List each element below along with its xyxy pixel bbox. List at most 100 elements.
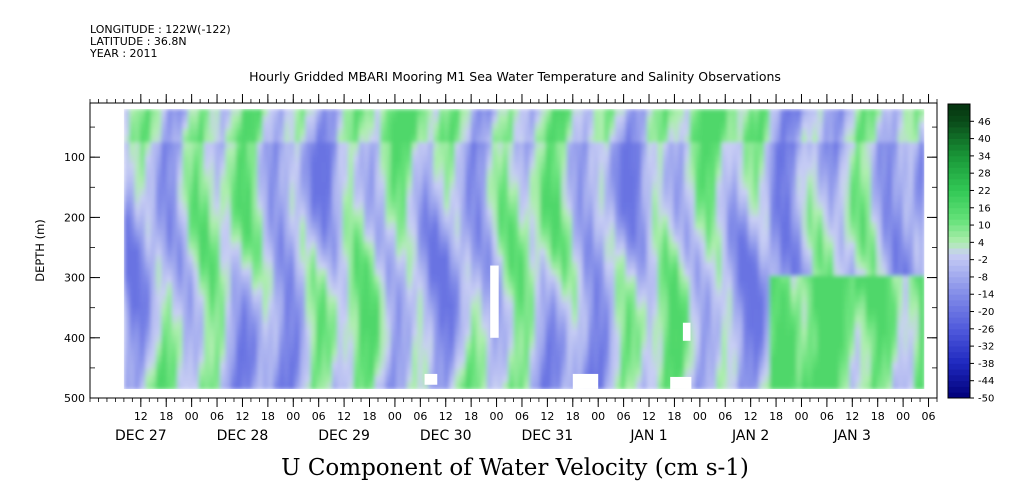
heatmap-cell bbox=[331, 122, 339, 130]
heatmap-cell bbox=[225, 268, 232, 277]
heatmap-cell bbox=[438, 202, 445, 210]
heatmap-cell bbox=[273, 302, 280, 310]
heatmap-cell bbox=[513, 202, 520, 210]
heatmap-cell bbox=[214, 368, 221, 377]
heatmap-cell bbox=[374, 149, 381, 157]
heatmap-cell bbox=[518, 175, 525, 184]
heatmap-cell bbox=[700, 222, 707, 230]
heatmap-cell bbox=[486, 302, 493, 310]
heatmap-cell bbox=[380, 302, 387, 310]
heatmap-cell bbox=[310, 322, 317, 330]
heatmap-cell bbox=[700, 169, 707, 177]
heatmap-cell bbox=[630, 182, 637, 190]
heatmap-cell bbox=[588, 182, 595, 190]
heatmap-cell bbox=[342, 109, 349, 117]
heatmap-cell bbox=[171, 348, 179, 357]
heatmap-cell bbox=[305, 142, 312, 150]
heatmap-cell bbox=[315, 115, 323, 124]
heatmap-cell bbox=[497, 229, 504, 237]
heatmap-cell bbox=[241, 375, 248, 384]
heatmap-cell bbox=[705, 129, 712, 137]
heatmap-cell bbox=[566, 315, 573, 324]
heatmap-cell bbox=[694, 335, 701, 344]
heatmap-cell bbox=[353, 155, 360, 164]
heatmap-cell bbox=[524, 242, 531, 250]
heatmap-cell bbox=[305, 355, 312, 364]
heatmap-cell bbox=[700, 109, 707, 117]
heatmap-cell bbox=[518, 122, 525, 130]
heatmap-cell bbox=[566, 308, 573, 317]
heatmap-cell bbox=[428, 235, 435, 244]
heatmap-cell bbox=[171, 335, 179, 344]
heatmap-cell bbox=[396, 215, 403, 224]
heatmap-cell bbox=[481, 362, 488, 370]
heatmap-cell bbox=[620, 129, 627, 137]
heatmap-cell bbox=[502, 195, 509, 204]
heatmap-cell bbox=[566, 275, 573, 284]
heatmap-cell bbox=[294, 368, 301, 377]
heatmap-cell bbox=[150, 209, 157, 217]
heatmap-cell bbox=[497, 315, 504, 324]
heatmap-cell bbox=[390, 308, 397, 317]
heatmap-cell bbox=[502, 142, 509, 150]
heatmap-cell bbox=[278, 162, 285, 170]
heatmap-cell bbox=[230, 162, 237, 170]
heatmap-cell bbox=[614, 109, 621, 117]
heatmap-cell bbox=[534, 295, 541, 304]
heatmap-cell bbox=[155, 215, 163, 224]
heatmap-cell bbox=[273, 169, 280, 177]
heatmap-cell bbox=[561, 308, 568, 317]
heatmap-cell bbox=[700, 189, 707, 197]
heatmap-cell bbox=[310, 209, 317, 217]
heatmap-cell bbox=[465, 355, 472, 364]
heatmap-cell bbox=[342, 248, 349, 257]
heatmap-cell bbox=[662, 342, 669, 350]
heatmap-cell bbox=[657, 295, 664, 304]
heatmap-cell bbox=[652, 375, 659, 384]
heatmap-cell bbox=[609, 235, 616, 244]
heatmap-cell bbox=[246, 222, 253, 230]
heatmap-cell bbox=[604, 348, 611, 357]
heatmap-cell bbox=[582, 162, 589, 170]
heatmap-cell bbox=[193, 115, 200, 124]
heatmap-cell bbox=[641, 315, 648, 324]
heatmap-cell bbox=[390, 355, 397, 364]
heatmap-cell bbox=[305, 308, 312, 317]
heatmap-cell bbox=[614, 295, 621, 304]
heatmap-cell bbox=[630, 382, 637, 389]
heatmap-cell bbox=[203, 268, 211, 277]
heatmap-cell bbox=[166, 149, 173, 157]
heatmap-cell bbox=[470, 288, 477, 297]
heatmap-cell bbox=[438, 295, 445, 304]
heatmap-cell bbox=[721, 275, 728, 284]
heatmap-cell bbox=[315, 315, 323, 324]
heatmap-cell bbox=[390, 368, 397, 377]
heatmap-cell bbox=[326, 149, 333, 157]
heatmap-cell bbox=[481, 288, 488, 297]
heatmap-cell bbox=[497, 342, 504, 350]
heatmap-cell bbox=[625, 235, 632, 244]
heatmap-cell bbox=[550, 209, 557, 217]
heatmap-cell bbox=[369, 109, 376, 117]
heatmap-cell bbox=[721, 288, 728, 297]
heatmap-cell bbox=[662, 229, 669, 237]
heatmap-cell bbox=[689, 169, 696, 177]
heatmap-cell bbox=[588, 195, 595, 204]
heatmap-cell bbox=[219, 302, 227, 310]
heatmap-cell bbox=[753, 235, 760, 244]
heatmap-cell bbox=[486, 335, 493, 344]
heatmap-cell bbox=[161, 268, 168, 277]
heatmap-cell bbox=[422, 302, 429, 310]
heatmap-cell bbox=[209, 162, 216, 170]
heatmap-cell bbox=[283, 155, 291, 164]
heatmap-cell bbox=[150, 155, 157, 164]
heatmap-cell bbox=[385, 195, 392, 204]
heatmap-cell bbox=[646, 328, 653, 337]
heatmap-cell bbox=[593, 262, 600, 270]
heatmap-cell bbox=[401, 209, 408, 217]
heatmap-cell bbox=[545, 288, 552, 297]
heatmap-cell bbox=[604, 189, 611, 197]
heatmap-cell bbox=[209, 362, 216, 370]
heatmap-cell bbox=[577, 215, 584, 224]
heatmap-cell bbox=[636, 255, 643, 264]
